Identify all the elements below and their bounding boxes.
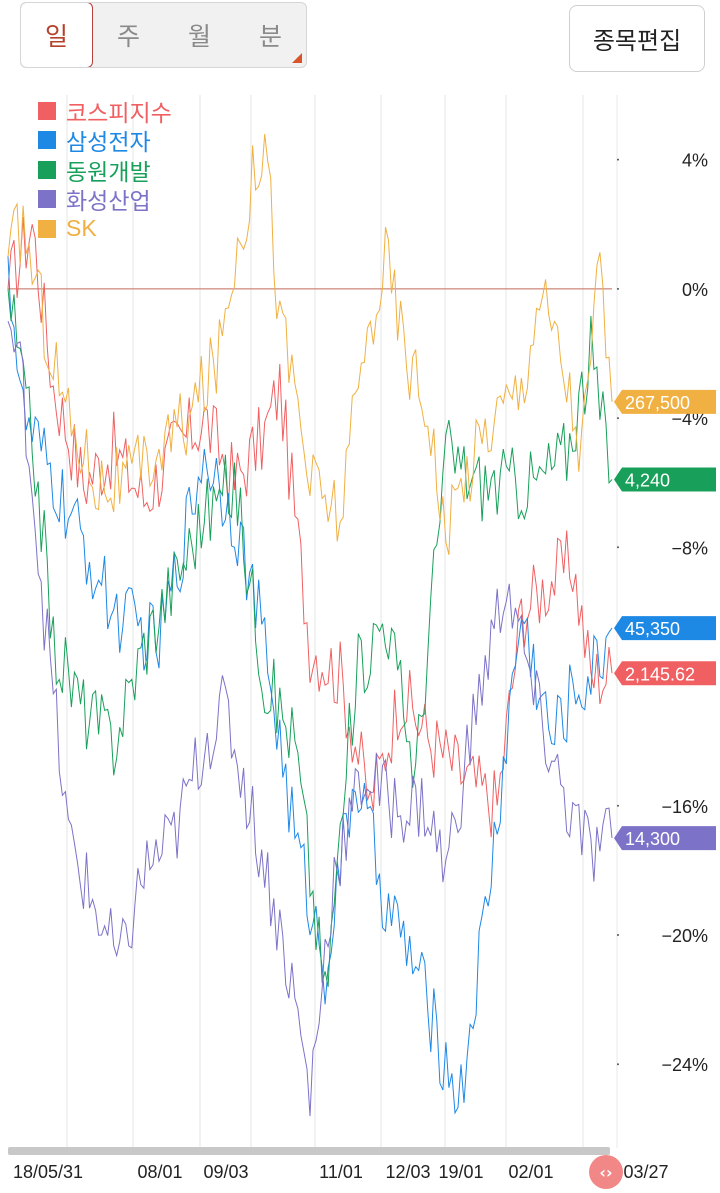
legend-item: 코스피지수 [38, 96, 172, 126]
legend-swatch [38, 160, 56, 179]
series-line-1 [7, 256, 613, 1115]
dropdown-corner-icon [292, 53, 302, 63]
tab-week[interactable]: 주 [116, 23, 140, 51]
y-tick-mark [617, 1063, 619, 1066]
scrollbar-track [8, 1147, 610, 1155]
scroll-arrows-icon[interactable]: ‹› [599, 1163, 612, 1182]
last-value-badge: 2,145.62 [614, 661, 716, 686]
y-tick-mark [617, 546, 619, 549]
badge-label: 4,240 [625, 470, 670, 490]
y-tick-mark [617, 287, 619, 290]
badge-label: 45,350 [625, 619, 680, 639]
series-line-4 [7, 133, 613, 555]
legend-label: 동원개발 [66, 158, 151, 185]
y-tick-mark [617, 934, 619, 936]
y-tick-label: −8% [671, 538, 708, 558]
legend-swatch [38, 190, 56, 209]
scroll-handle [589, 1155, 623, 1189]
legend-label: SK [66, 215, 97, 242]
last-value-badge: 267,500 [614, 389, 716, 414]
tab-day[interactable]: 일 [21, 3, 93, 67]
stock-comparison-chart: 4%0%−4%−8%−12%−16%−20%−24%2,145.6245,350… [7, 95, 716, 1189]
legend-item: 화성산업 [38, 185, 172, 215]
legend-label: 코스피지수 [66, 99, 172, 126]
series-line-0 [7, 216, 613, 838]
legend-swatch [38, 131, 56, 150]
x-tick-label: 11/01 [319, 1162, 363, 1182]
badge-shape [614, 467, 716, 492]
y-tick-mark [617, 804, 619, 807]
legend-swatch [38, 101, 56, 120]
y-tick-label: −16% [661, 797, 708, 817]
last-value-badge: 45,350 [614, 616, 716, 641]
period-tabs: 일 주 월 분 [20, 2, 307, 68]
badge-shape [614, 389, 716, 414]
y-tick-mark [617, 417, 619, 420]
legend-swatch [38, 219, 56, 238]
badge-label: 267,500 [625, 393, 690, 413]
legend-label: 삼성전자 [66, 129, 151, 156]
x-tick-label: 19/01 [438, 1162, 483, 1182]
y-tick-label: −4% [671, 409, 708, 429]
x-tick-label: 09/03 [203, 1162, 248, 1182]
series-line-2 [7, 288, 613, 988]
badge-label: 2,145.62 [625, 664, 695, 684]
y-tick-label: −24% [661, 1055, 708, 1075]
last-value-badge: 4,240 [614, 467, 716, 492]
series-line-3 [7, 321, 613, 1117]
legend-item: 동원개발 [38, 155, 172, 185]
badge-label: 14,300 [625, 829, 680, 849]
badge-shape [614, 616, 716, 641]
x-tick-label: 12/03 [385, 1162, 430, 1182]
x-tick-label: 18/05/31 [13, 1162, 83, 1182]
y-tick-label: 0% [682, 280, 708, 300]
x-tick-label: 08/01 [137, 1162, 182, 1182]
badge-shape [614, 826, 716, 851]
legend-item: SK [38, 214, 172, 244]
legend-label: 화성산업 [66, 188, 151, 215]
y-tick-label: 4% [682, 151, 708, 171]
y-tick-label: −20% [661, 926, 708, 946]
legend-item: 삼성전자 [38, 126, 172, 156]
last-value-badge: 14,300 [614, 826, 716, 851]
y-tick-mark [617, 158, 619, 161]
tab-month[interactable]: 월 [187, 23, 211, 51]
badge-shape [614, 661, 716, 686]
tab-minute[interactable]: 분 [235, 3, 306, 67]
x-tick-label: 02/01 [508, 1162, 553, 1182]
edit-stocks-button[interactable]: 종목편집 [569, 5, 705, 72]
x-tick-label: 03/27 [623, 1162, 668, 1182]
